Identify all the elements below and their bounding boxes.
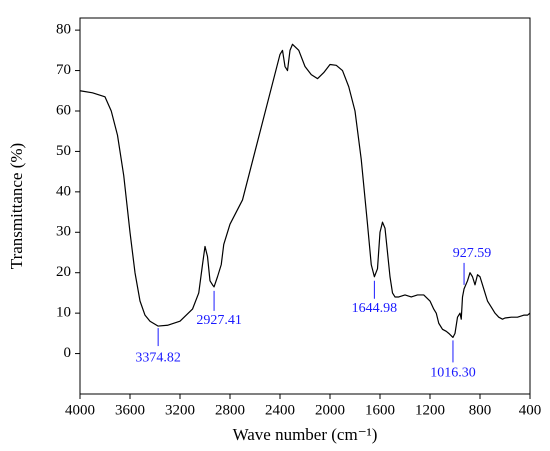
x-tick-label: 1200: [415, 402, 445, 418]
spectrum-line: [79, 43, 531, 338]
y-tick-label: 30: [56, 224, 71, 240]
x-tick-label: 3200: [165, 402, 195, 418]
annotation-label: 2927.41: [196, 313, 242, 328]
x-tick-label: 2000: [315, 402, 345, 418]
annotation-label: 1016.30: [430, 366, 476, 381]
annotation-label: 927.59: [453, 246, 492, 261]
x-tick-label: 4000: [65, 402, 95, 418]
y-tick-label: 40: [56, 183, 71, 199]
x-tick-label: 2400: [265, 402, 295, 418]
y-tick-label: 50: [56, 143, 71, 159]
x-tick-label: 1600: [365, 402, 395, 418]
x-tick-label: 2800: [215, 402, 245, 418]
annotation-label: 1644.98: [352, 301, 398, 316]
x-tick-label: 3600: [115, 402, 145, 418]
plot-frame: [79, 17, 531, 395]
annotation-label: 3374.82: [135, 350, 181, 365]
y-tick-label: 20: [56, 264, 71, 280]
y-tick-label: 60: [56, 102, 71, 118]
y-tick-label: 70: [56, 62, 71, 78]
y-tick-label: 80: [56, 22, 71, 38]
x-tick-label: 800: [469, 402, 492, 418]
y-tick-label: 10: [56, 305, 71, 321]
y-axis-label: Transmittance (%): [7, 143, 26, 269]
x-tick-label: 400: [519, 402, 542, 418]
x-axis-label: Wave number (cm⁻¹): [233, 425, 378, 444]
y-tick-label: 0: [64, 345, 72, 361]
